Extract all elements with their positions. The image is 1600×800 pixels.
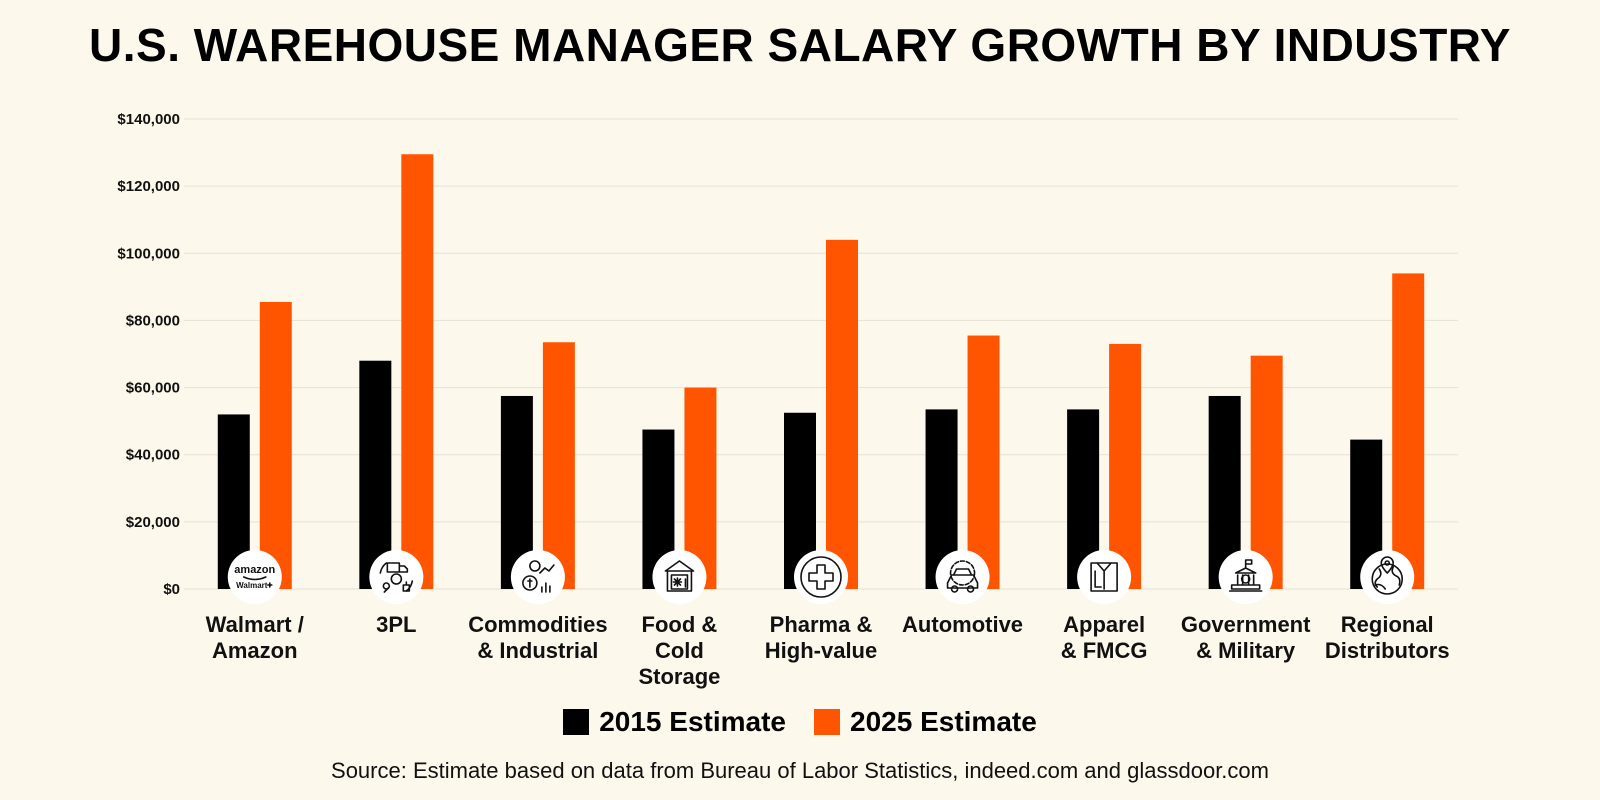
bar-2025: [259, 301, 292, 589]
bar-2015: [359, 360, 392, 589]
x-tick-label: Pharma &: [770, 612, 873, 637]
icon-path: [383, 581, 411, 593]
legend-item-2025: 2025 Estimate: [814, 706, 1037, 738]
icon-background: [227, 550, 282, 604]
icon-background: [1218, 550, 1273, 604]
icon-path: [672, 577, 687, 588]
x-tick-label: Cold: [655, 638, 704, 663]
amazon-walmart-logo-icon: amazon Walmart: [227, 550, 282, 604]
icon-background: [1360, 550, 1415, 604]
bar-2025: [401, 154, 434, 589]
bar-2025: [1392, 273, 1425, 589]
icon-path: [529, 560, 541, 572]
x-tick-label: & FMCG: [1061, 638, 1148, 663]
y-tick-label: $80,000: [126, 312, 180, 329]
bar-chart: $0 $20,000 $40,000 $60,000 $80,000 $100,000 $1…: [117, 111, 1458, 689]
icon-path: [800, 556, 842, 598]
chart-legend: 2015 Estimate 2025 Estimate: [0, 706, 1600, 738]
x-tick-label: & Industrial: [477, 638, 598, 663]
x-tick-label: Distributors: [1325, 638, 1450, 663]
y-tick-label: $100,000: [117, 245, 180, 262]
icon-background: [652, 550, 707, 604]
amazon-logo-text: amazon: [234, 564, 275, 576]
x-tick-label: & Military: [1196, 638, 1296, 663]
legend-label-2015: 2015 Estimate: [599, 706, 786, 737]
y-tick-label: $20,000: [126, 514, 180, 531]
icon-path: [539, 564, 555, 593]
icon-path: [1240, 574, 1251, 584]
x-tick-label: Amazon: [212, 638, 298, 663]
walmart-logo-text: Walmart: [236, 581, 268, 590]
source-note: Source: Estimate based on data from Bure…: [331, 758, 1269, 783]
icon-path: [242, 576, 267, 581]
x-tick-label: Food &: [642, 612, 718, 637]
globe-location-icon: [1360, 550, 1415, 604]
icon-path: [949, 560, 976, 586]
y-tick-label: $140,000: [117, 111, 180, 128]
logistics-truck-icon: [369, 550, 424, 604]
government-building-icon: [1218, 550, 1273, 604]
y-tick-label: $40,000: [126, 447, 180, 464]
bar-2025: [1109, 343, 1142, 589]
y-tick-label: $60,000: [126, 380, 180, 397]
medical-cross-icon: [794, 550, 848, 604]
bar-2025: [1250, 355, 1283, 589]
x-tick-label: Automotive: [902, 612, 1023, 637]
icon-path: [1384, 560, 1391, 566]
chart-title: U.S. WAREHOUSE MANAGER SALARY GROWTH BY …: [89, 19, 1511, 71]
x-tick-label: Apparel: [1063, 612, 1145, 637]
x-tick-label: Government: [1181, 612, 1311, 637]
icon-path: [1380, 556, 1395, 574]
icon-path: [1228, 584, 1263, 592]
icon-path: [946, 568, 979, 589]
icon-path: [386, 562, 409, 573]
y-tick-label: $120,000: [117, 178, 180, 195]
shirt-icon: [1077, 550, 1132, 604]
x-tick-label: Commodities: [468, 612, 607, 637]
icon-background: [369, 550, 424, 604]
icon-path: [379, 562, 414, 592]
x-tick-label: Storage: [638, 664, 720, 689]
bar-2025: [826, 239, 858, 589]
icon-path: [527, 578, 533, 588]
x-tick-label: Walmart /: [206, 612, 304, 637]
icon-background: [794, 550, 848, 604]
legend-item-2015: 2015 Estimate: [563, 706, 786, 738]
x-tick-label: High-value: [765, 638, 877, 663]
bar-2025: [967, 335, 1000, 589]
legend-swatch-2015: [563, 709, 590, 735]
legend-swatch-2025: [814, 709, 840, 735]
icon-path: [1374, 566, 1401, 590]
icon-path: [1371, 563, 1404, 595]
legend-label-2025: 2025 Estimate: [850, 706, 1037, 737]
y-tick-label: $0: [163, 581, 180, 598]
bar-2025: [542, 342, 575, 589]
icon-background: [935, 550, 990, 604]
icon-path: [522, 575, 538, 591]
icon-path: [808, 564, 834, 590]
car-gear-icon: [935, 550, 990, 604]
x-tick-label: Regional: [1341, 612, 1434, 637]
icon-path: [1234, 559, 1257, 585]
commodities-money-icon: [510, 550, 565, 604]
icon-path: [950, 585, 959, 593]
cold-storage-icon: [652, 550, 707, 604]
x-tick-label: 3PL: [376, 612, 416, 637]
icon-path: [1090, 562, 1118, 592]
icon-path: [390, 573, 403, 585]
icon-path: [966, 585, 975, 593]
icon-path: [664, 560, 695, 592]
icon-background: [510, 550, 565, 604]
icon-path: [266, 582, 273, 588]
